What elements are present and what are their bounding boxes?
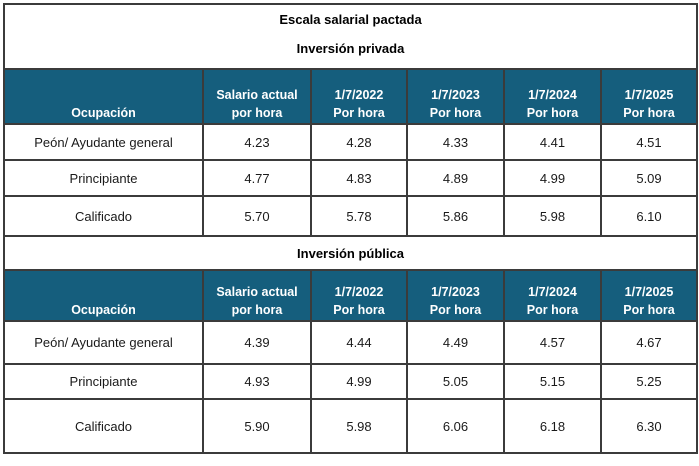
col-header-2023: 1/7/2023 Por hora <box>406 68 505 125</box>
header-row-private: Ocupación Salario actual por hora 1/7/20… <box>3 68 698 125</box>
wage-value: 5.70 <box>202 195 312 237</box>
wage-value: 5.09 <box>600 159 698 197</box>
table-row-public-calificado: Calificado 5.90 5.98 6.06 6.18 6.30 <box>3 398 698 454</box>
col-header-2023: 1/7/2023 Por hora <box>406 269 505 322</box>
wage-value: 4.89 <box>406 159 505 197</box>
col-header-ocupacion: Ocupación <box>3 269 204 322</box>
wage-value: 4.28 <box>310 123 408 161</box>
wage-value: 6.30 <box>600 398 698 454</box>
wage-value: 5.15 <box>503 363 602 400</box>
occupation-label: Calificado <box>3 195 204 237</box>
wage-value: 4.41 <box>503 123 602 161</box>
col-header-2025: 1/7/2025 Por hora <box>600 269 698 322</box>
wage-value: 6.10 <box>600 195 698 237</box>
col-header-2025: 1/7/2025 Por hora <box>600 68 698 125</box>
wage-value: 5.98 <box>503 195 602 237</box>
wage-value: 6.18 <box>503 398 602 454</box>
wage-value: 4.49 <box>406 320 505 365</box>
wage-value: 4.77 <box>202 159 312 197</box>
occupation-label: Principiante <box>3 159 204 197</box>
table-row-public-peon: Peón/ Ayudante general 4.39 4.44 4.49 4.… <box>3 320 698 365</box>
wage-value: 5.86 <box>406 195 505 237</box>
section-title-inversion-privada: Inversión privada <box>296 41 405 56</box>
wage-value: 5.05 <box>406 363 505 400</box>
table-title: Escala salarial pactada <box>279 12 422 27</box>
title-row: Escala salarial pactada Inversión privad… <box>3 3 698 70</box>
section-title-inversion-publica: Inversión pública <box>3 235 698 271</box>
header-row-public: Ocupación Salario actual por hora 1/7/20… <box>3 269 698 322</box>
wage-value: 4.67 <box>600 320 698 365</box>
wage-value: 4.33 <box>406 123 505 161</box>
occupation-label: Peón/ Ayudante general <box>3 123 204 161</box>
occupation-label: Peón/ Ayudante general <box>3 320 204 365</box>
wage-value: 4.83 <box>310 159 408 197</box>
col-header-salario-actual: Salario actual por hora <box>202 269 312 322</box>
wage-value: 5.25 <box>600 363 698 400</box>
col-header-2024: 1/7/2024 Por hora <box>503 269 602 322</box>
table-row-private-principiante: Principiante 4.77 4.83 4.89 4.99 5.09 <box>3 159 698 197</box>
col-header-2022: 1/7/2022 Por hora <box>310 68 408 125</box>
salary-scale-table: Escala salarial pactada Inversión privad… <box>3 3 698 454</box>
wage-value: 5.90 <box>202 398 312 454</box>
wage-value: 4.23 <box>202 123 312 161</box>
col-header-ocupacion: Ocupación <box>3 68 204 125</box>
occupation-label: Calificado <box>3 398 204 454</box>
occupation-label: Principiante <box>3 363 204 400</box>
title-cell: Escala salarial pactada Inversión privad… <box>3 3 698 70</box>
wage-value: 4.93 <box>202 363 312 400</box>
wage-value: 5.98 <box>310 398 408 454</box>
wage-value: 5.78 <box>310 195 408 237</box>
section-band-row: Inversión pública <box>3 235 698 271</box>
wage-value: 4.51 <box>600 123 698 161</box>
wage-value: 4.44 <box>310 320 408 365</box>
table-row-private-calificado: Calificado 5.70 5.78 5.86 5.98 6.10 <box>3 195 698 237</box>
col-header-2024: 1/7/2024 Por hora <box>503 68 602 125</box>
table-row-private-peon: Peón/ Ayudante general 4.23 4.28 4.33 4.… <box>3 123 698 161</box>
wage-value: 4.99 <box>503 159 602 197</box>
table-row-public-principiante: Principiante 4.93 4.99 5.05 5.15 5.25 <box>3 363 698 400</box>
wage-value: 4.57 <box>503 320 602 365</box>
col-header-2022: 1/7/2022 Por hora <box>310 269 408 322</box>
col-header-salario-actual: Salario actual por hora <box>202 68 312 125</box>
wage-value: 4.99 <box>310 363 408 400</box>
wage-value: 6.06 <box>406 398 505 454</box>
wage-value: 4.39 <box>202 320 312 365</box>
salary-scale-table-container: Escala salarial pactada Inversión privad… <box>3 3 698 454</box>
